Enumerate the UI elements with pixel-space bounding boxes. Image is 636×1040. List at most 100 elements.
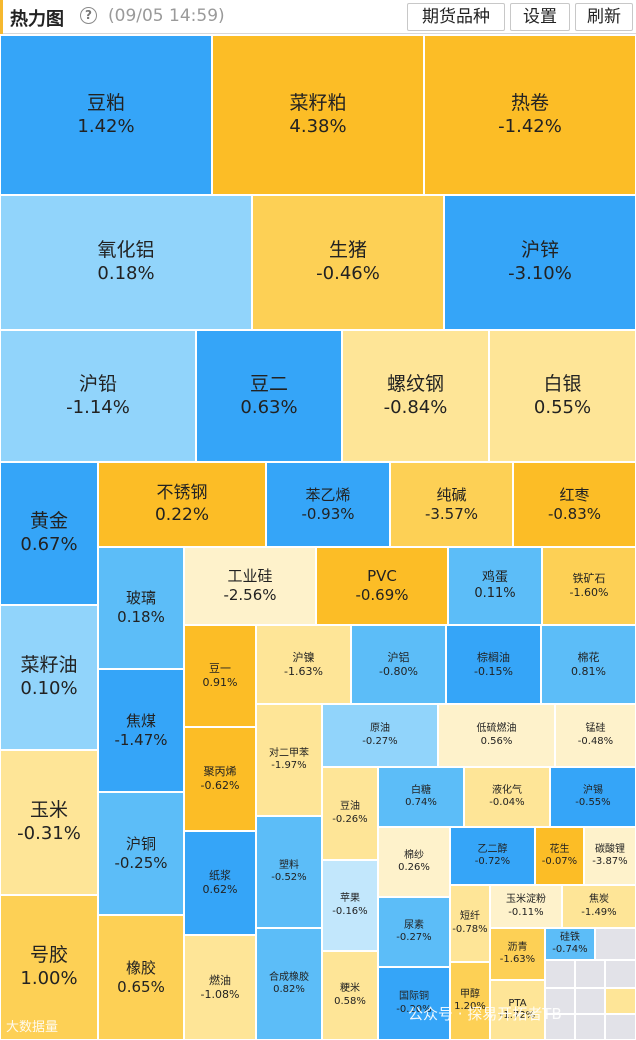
tile-change: -1.60% bbox=[569, 586, 609, 599]
heatmap-tile[interactable]: 沪铜 -0.25% bbox=[98, 792, 184, 915]
varieties-button[interactable]: 期货品种 bbox=[407, 3, 505, 31]
heatmap-tile[interactable]: 沪铅 -1.14% bbox=[0, 330, 196, 462]
tile-change: -1.63% bbox=[499, 954, 536, 965]
tile-change: 0.82% bbox=[273, 984, 305, 995]
heatmap-tile[interactable]: 甲醇 1.20% bbox=[450, 962, 490, 1040]
tile-name: 燃油 bbox=[209, 973, 231, 987]
heatmap-tile[interactable]: 菜籽粕 4.38% bbox=[212, 35, 424, 195]
tile-name: 氧化铝 bbox=[97, 239, 155, 262]
heatmap-tile[interactable]: 苹果 -0.16% bbox=[322, 860, 378, 951]
heatmap-tile[interactable]: 对二甲苯 -1.97% bbox=[256, 704, 322, 816]
tile-name: 鸡蛋 bbox=[481, 569, 508, 585]
heatmap-tile[interactable]: 棉纱 0.26% bbox=[378, 827, 450, 897]
heatmap-tile[interactable]: 沪镍 -1.63% bbox=[256, 625, 351, 704]
heatmap-tile[interactable]: 粳米 0.58% bbox=[322, 951, 378, 1040]
heatmap-tile[interactable]: 碳酸锂 -3.87% bbox=[584, 827, 636, 885]
heatmap-tile[interactable]: 氧化铝 0.18% bbox=[0, 195, 252, 330]
tile-name: 沪锌 bbox=[520, 239, 559, 262]
heatmap-tile[interactable]: 燃油 -1.08% bbox=[184, 935, 256, 1040]
heatmap-tile[interactable]: 尿素 -0.27% bbox=[378, 897, 450, 967]
tile-change: 0.91% bbox=[202, 676, 238, 689]
tile-change: -0.78% bbox=[452, 923, 488, 935]
heatmap-tile[interactable]: 花生 -0.07% bbox=[535, 827, 584, 885]
tile-name: 沪铅 bbox=[78, 372, 117, 395]
tile-change: -2.56% bbox=[223, 586, 277, 604]
tile-name: 橡胶 bbox=[125, 958, 156, 977]
heatmap-tile[interactable]: 棉花 0.81% bbox=[541, 625, 636, 704]
heatmap-tile[interactable]: 黄金 0.67% bbox=[0, 462, 98, 605]
heatmap-tile[interactable]: 沪锡 -0.55% bbox=[550, 767, 636, 827]
tile-change: 0.62% bbox=[202, 883, 238, 896]
tile-change: -0.83% bbox=[547, 504, 602, 523]
tile-change: -0.27% bbox=[396, 932, 432, 943]
heatmap-tile[interactable]: 橡胶 0.65% bbox=[98, 915, 184, 1040]
settings-button[interactable]: 设置 bbox=[510, 3, 570, 31]
heatmap-tile[interactable]: 生猪 -0.46% bbox=[252, 195, 444, 330]
tile-name: 焦炭 bbox=[589, 894, 609, 905]
heatmap-tile[interactable]: 工业硅 -2.56% bbox=[184, 547, 316, 625]
tile-change: -0.07% bbox=[541, 856, 578, 867]
heatmap-tile[interactable]: 焦煤 -1.47% bbox=[98, 669, 184, 792]
heatmap-tile[interactable]: 豆粕 1.42% bbox=[0, 35, 212, 195]
heatmap-tile[interactable]: 低硫燃油 0.56% bbox=[438, 704, 555, 767]
page-title: 热力图 bbox=[10, 9, 64, 30]
heatmap-tile[interactable]: 沪铝 -0.80% bbox=[351, 625, 446, 704]
heatmap-tile[interactable]: 玻璃 0.18% bbox=[98, 547, 184, 669]
heatmap-tile[interactable]: 短纤 -0.78% bbox=[450, 885, 490, 962]
tile-change: -0.52% bbox=[271, 872, 307, 883]
heatmap-tile[interactable]: 原油 -0.27% bbox=[322, 704, 438, 767]
heatmap-tile[interactable]: 纸浆 0.62% bbox=[184, 831, 256, 935]
heatmap-tile[interactable]: 沪锌 -3.10% bbox=[444, 195, 636, 330]
heatmap-tile[interactable]: 热卷 -1.42% bbox=[424, 35, 636, 195]
heatmap-tile[interactable]: 豆油 -0.26% bbox=[322, 767, 378, 860]
heatmap-tile[interactable]: 鸡蛋 0.11% bbox=[448, 547, 542, 625]
tile-name: 玉米 bbox=[29, 799, 68, 822]
tile-name: 碳酸锂 bbox=[595, 843, 625, 855]
tile-name: PTA bbox=[508, 997, 527, 1009]
heatmap-tile[interactable]: 白银 0.55% bbox=[489, 330, 636, 462]
tile-change: -0.16% bbox=[332, 905, 368, 917]
help-icon[interactable]: ? bbox=[80, 7, 97, 24]
heatmap-tile[interactable]: 锰硅 -0.48% bbox=[555, 704, 636, 767]
refresh-button[interactable]: 刷新 bbox=[575, 3, 633, 31]
tile-change: 1.00% bbox=[20, 968, 78, 990]
heatmap-tile[interactable]: 乙二醇 -0.72% bbox=[450, 827, 535, 885]
heatmap-tile[interactable]: 国际铜 -0.20% bbox=[378, 967, 450, 1040]
heatmap-tile[interactable]: 豆二 0.63% bbox=[196, 330, 342, 462]
heatmap-empty-tile bbox=[605, 960, 636, 988]
heatmap-tile[interactable]: 铁矿石 -1.60% bbox=[542, 547, 636, 625]
heatmap-empty-tile bbox=[575, 960, 605, 988]
tile-change: -0.93% bbox=[301, 504, 355, 523]
heatmap-tile[interactable]: 塑料 -0.52% bbox=[256, 816, 322, 928]
heatmap-tile[interactable]: 白糖 0.74% bbox=[378, 767, 464, 827]
heatmap-tile[interactable]: 豆一 0.91% bbox=[184, 625, 256, 727]
heatmap-tile[interactable]: 菜籽油 0.10% bbox=[0, 605, 98, 750]
heatmap-tile[interactable]: 硅铁 -0.74% bbox=[545, 928, 595, 960]
heatmap-tile[interactable]: PTA -1.72% bbox=[490, 980, 545, 1040]
heatmap-tile[interactable]: 玉米淀粉 -0.11% bbox=[490, 885, 562, 928]
tile-name: 不锈钢 bbox=[156, 483, 208, 504]
heatmap-tile[interactable]: 沥青 -1.63% bbox=[490, 928, 545, 980]
heatmap-tile[interactable]: 液化气 -0.04% bbox=[464, 767, 550, 827]
tile-change: 0.65% bbox=[117, 977, 165, 996]
heatmap-tile[interactable]: 不锈钢 0.22% bbox=[98, 462, 266, 547]
tile-name: 低硫燃油 bbox=[476, 723, 517, 734]
heatmap-tile[interactable]: 合成橡胶 0.82% bbox=[256, 928, 322, 1040]
heatmap-tile[interactable]: 玉米 -0.31% bbox=[0, 750, 98, 895]
heatmap-tile[interactable]: 苯乙烯 -0.93% bbox=[266, 462, 390, 547]
heatmap-tile[interactable]: 聚丙烯 -0.62% bbox=[184, 727, 256, 831]
tile-change: -0.15% bbox=[474, 664, 513, 678]
heatmap-tile[interactable]: 号胶 1.00% bbox=[0, 895, 98, 1040]
heatmap-tile[interactable]: 红枣 -0.83% bbox=[513, 462, 636, 547]
tile-name: 合成橡胶 bbox=[269, 971, 309, 983]
heatmap-tile[interactable]: 焦炭 -1.49% bbox=[562, 885, 636, 928]
tile-change: -0.04% bbox=[489, 797, 525, 808]
heatmap-tile[interactable]: 螺纹钢 -0.84% bbox=[342, 330, 489, 462]
tile-name: 原油 bbox=[370, 723, 390, 734]
heatmap-tile[interactable]: 棕榈油 -0.15% bbox=[446, 625, 541, 704]
tile-change: 0.18% bbox=[97, 263, 155, 285]
tile-name: 棉花 bbox=[577, 650, 600, 664]
tile-name: 焦煤 bbox=[125, 711, 156, 730]
heatmap-tile[interactable]: PVC -0.69% bbox=[316, 547, 448, 625]
heatmap-tile[interactable]: 纯碱 -3.57% bbox=[390, 462, 513, 547]
